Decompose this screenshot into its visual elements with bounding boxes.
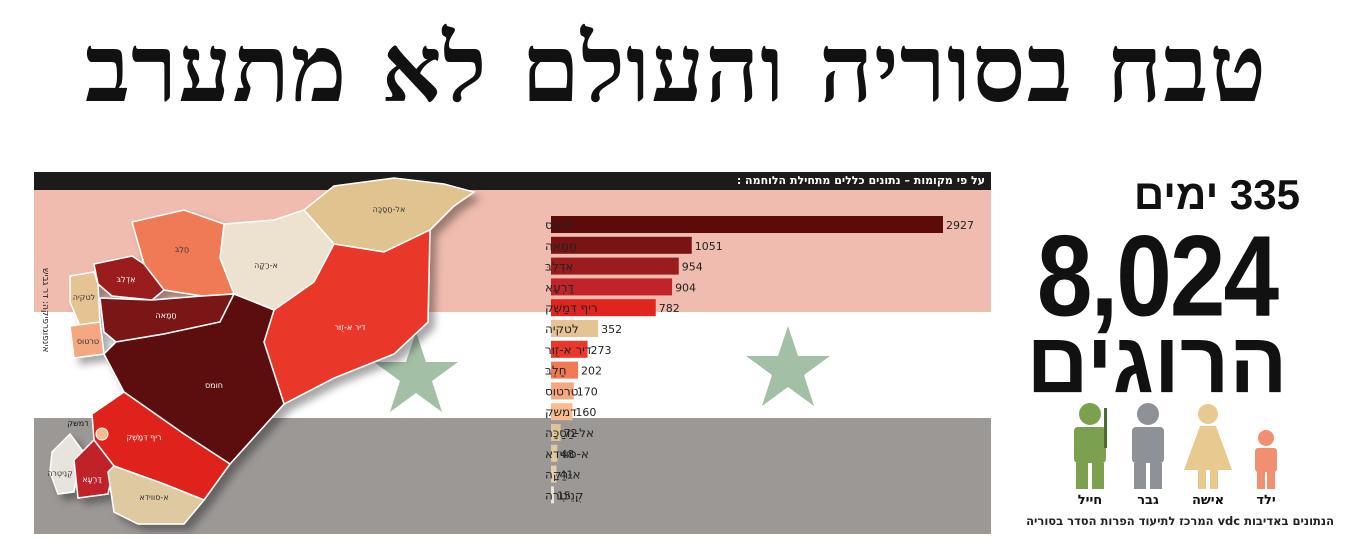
bar-value-label: 41 [559, 469, 573, 482]
map-label-damascus: דמשק [67, 419, 89, 428]
child-icon [1255, 430, 1277, 489]
map-label-quneitra: קֻנֵיטְרה [47, 469, 73, 478]
bar-category-label: טרטוס [545, 384, 579, 398]
map-label-hama: חַמַאה [155, 311, 176, 320]
bar-value-label: 15 [557, 489, 571, 502]
map-label-homs: חומס [205, 381, 223, 390]
infographic-panel: על פי מקומות – נתונים כללים מתחילת הלוחמ… [34, 172, 991, 534]
bar-value-label: 1051 [695, 240, 723, 253]
bar-category-label: ריף דִּמַשְׁק [545, 301, 598, 315]
bar [551, 465, 557, 483]
region-deir-ez-zor [263, 228, 431, 406]
region-quneitra [49, 432, 83, 495]
bar [551, 403, 573, 421]
map-label-idlib: אִדְלִבּ [117, 275, 136, 284]
bar-value-label: 782 [659, 302, 680, 315]
bar-category-label: דיר א-זֻוּר [545, 343, 592, 357]
woman-icon [1184, 404, 1232, 489]
bar-value-label: 273 [591, 344, 612, 357]
bar-category-label: דמשק [545, 405, 577, 419]
bar-chart: 2927 חומס 1051 חַמַאה 954 אִדְלִבּ 904 דַּרְעָא… [545, 216, 974, 504]
bar-category-label: חומס [545, 218, 572, 232]
total-killed: 8,024 [1036, 212, 1279, 341]
bar [551, 299, 656, 317]
bar-category-label: א-סווידא [545, 447, 589, 461]
bar-category-label: דַּרְעָא [545, 280, 574, 294]
map-label-aleppo: חַלֵבּ [175, 245, 189, 254]
region-idlib [93, 255, 166, 301]
bar [551, 257, 679, 275]
bar-value-label: 904 [675, 281, 696, 294]
map-labels: אל-חַסַכָּה א-רַקָּה חַלֵבּ אִדְלִבּ לטק… [47, 205, 405, 502]
star-icon [374, 332, 458, 412]
bar [551, 382, 574, 400]
map-label-al-hasakah: אל-חַסַכָּה [373, 205, 406, 214]
soldier-icon [1074, 403, 1107, 489]
bar-category-label: א-רַקָּה [545, 468, 580, 482]
map-label-daraa: דַּרְעָא [82, 475, 102, 484]
bar [551, 361, 579, 379]
map-label-as-suwayda: א-סווידא [139, 493, 168, 502]
days-count: 335 ימים [1133, 171, 1300, 218]
bar-category-label: קֻנֵיטְרה [545, 488, 583, 502]
region-as-suwayda [107, 465, 206, 525]
map-label-deir-ez-zor: דיר א-זֻוּר [335, 323, 367, 332]
bar-value-label: 352 [601, 323, 622, 336]
bar [551, 320, 599, 337]
man-icon [1132, 403, 1164, 489]
region-damascus [95, 427, 109, 441]
map-label-tartus: טרטוס [77, 337, 99, 346]
bar-value-label: 160 [575, 406, 596, 419]
map-label-raqqa: א-רַקָּה [254, 261, 278, 270]
bar [551, 216, 943, 233]
bar-category-label: חַלֵבּ [545, 364, 567, 378]
bar-value-label: 954 [682, 261, 703, 274]
bar [551, 278, 673, 296]
victim-label-man: גבר [1137, 493, 1159, 508]
syria-map: אל-חַסַכָּה א-רַקָּה חַלֵבּ אִדְלִבּ לטק… [47, 177, 476, 525]
bar-category-label: חַמַאה [545, 239, 577, 253]
bar-category-label: אִדְלִבּ [545, 260, 573, 274]
bar-value-label: 72 [564, 427, 578, 440]
killed-label: הרוגים [1026, 315, 1288, 411]
bar [551, 340, 588, 358]
infographic-credit: אינפוגרפיקה: דר גביש [40, 267, 50, 352]
bar-value-label: 2927 [946, 219, 974, 232]
bar [551, 424, 561, 441]
victim-label-woman: אישה [1192, 493, 1224, 508]
bar [551, 444, 558, 462]
headline: טבח בסוריה והעולם לא מתערב [84, 14, 1268, 124]
bar-value-label: 48 [560, 448, 574, 461]
bar [551, 236, 692, 254]
star-icon [746, 326, 830, 406]
data-source: הנתונים באדיבות vdc המרכז לתיעוד הפרות ה… [1026, 514, 1334, 528]
bar-category-label: אל-חַסַכָּה [545, 426, 594, 440]
chart-subtitle: על פי מקומות – נתונים כללים מתחילת הלוחמ… [736, 174, 985, 187]
map-label-latakia: לטקיה [73, 293, 95, 302]
victim-figures: חייל גבר אישה ילד [1074, 403, 1277, 508]
bar-category-label: לטקיה [545, 322, 579, 336]
bar-value-label: 170 [577, 385, 598, 398]
subtitle-bar: על פי מקומות – נתונים כללים מתחילת הלוחמ… [34, 172, 991, 190]
map-label-rif-dimashq: ריף דִּמַשְׁק [126, 433, 161, 442]
bar-value-label: 202 [581, 365, 602, 378]
victim-label-soldier: חייל [1078, 493, 1102, 508]
bar [551, 486, 554, 504]
victim-label-child: ילד [1256, 493, 1275, 508]
